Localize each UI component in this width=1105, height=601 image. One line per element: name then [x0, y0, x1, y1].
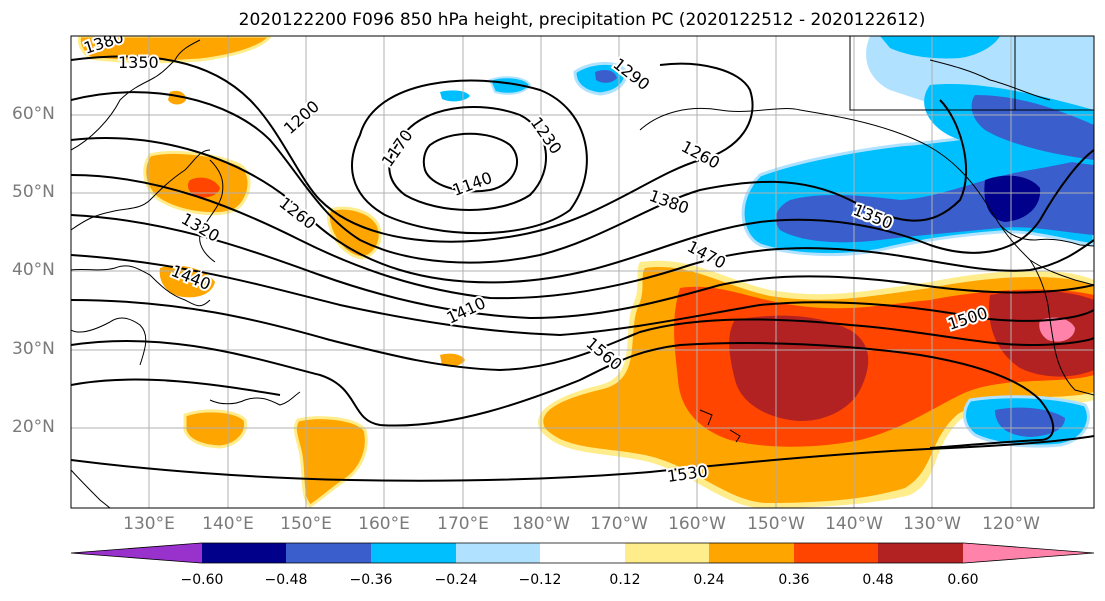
lon-label: 130°E	[123, 514, 175, 534]
map-title: 2020122200 F096 850 hPa height, precipit…	[238, 10, 926, 30]
colorbar-tick-label: 0.36	[778, 572, 810, 588]
colorbar-outline	[70, 542, 1095, 564]
colorbar-tick-label: 0.60	[947, 572, 979, 588]
colorbar-tick-label: 0.48	[862, 572, 894, 588]
colorbar-cell	[709, 543, 794, 563]
coastlines	[71, 36, 1094, 508]
colorbar-cell	[963, 543, 1094, 563]
colorbar	[70, 542, 1095, 564]
lon-label: 170°W	[590, 514, 648, 534]
lon-label: 150°E	[280, 514, 332, 534]
lat-label: 60°N	[12, 104, 55, 124]
height-contours	[71, 55, 1094, 482]
colorbar-cell	[202, 543, 286, 563]
lon-label: 150°W	[747, 514, 805, 534]
lon-label: 140°E	[202, 514, 254, 534]
colorbar-cell	[286, 543, 371, 563]
contour-label: 1350	[118, 53, 159, 72]
colorbar-tick-label: 0.24	[693, 572, 725, 588]
colorbar-tick-label: −0.36	[349, 572, 393, 588]
colorbar-cell	[878, 543, 963, 563]
lon-label: 170°E	[437, 514, 489, 534]
lon-label: 120°W	[982, 514, 1040, 534]
colorbar-cell	[625, 543, 709, 563]
lat-label: 20°N	[12, 417, 55, 437]
lat-label: 40°N	[12, 260, 55, 280]
lon-label: 160°W	[668, 514, 726, 534]
colorbar-cells	[70, 542, 1095, 564]
precipitation-shading	[77, 36, 1094, 508]
colorbar-cell	[71, 543, 202, 563]
colorbar-tick-label: −0.60	[180, 572, 224, 588]
colorbar-tick-label: −0.48	[264, 572, 308, 588]
lon-label: 180°W	[512, 514, 570, 534]
lon-label: 130°W	[903, 514, 961, 534]
colorbar-cell	[540, 543, 625, 563]
colorbar-tick-label: −0.12	[518, 572, 562, 588]
colorbar-tick-label: −0.24	[434, 572, 478, 588]
colorbar-cell	[371, 543, 456, 563]
colorbar-tick-label: 0.12	[609, 572, 641, 588]
lon-label: 160°E	[358, 514, 410, 534]
lon-label: 140°W	[825, 514, 883, 534]
lat-label: 30°N	[12, 339, 55, 359]
lat-label: 50°N	[12, 182, 55, 202]
colorbar-cell	[794, 543, 878, 563]
colorbar-cell	[456, 543, 540, 563]
map-frame	[70, 35, 1095, 509]
